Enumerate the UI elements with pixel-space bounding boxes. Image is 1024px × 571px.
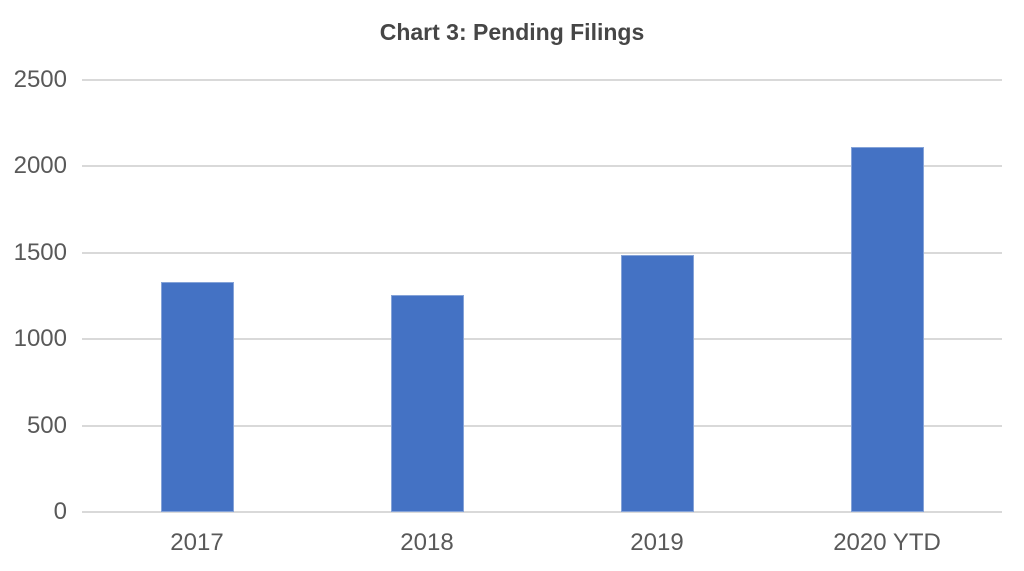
y-tick-label-500: 500 <box>26 411 67 439</box>
y-tick-label-2500: 2500 <box>13 66 67 93</box>
x-tick-label-2019: 2019 <box>630 529 684 556</box>
y-tick-label-2000: 2000 <box>13 152 67 180</box>
gridline-2500 <box>82 79 1002 81</box>
bar-2020-ytd <box>850 146 924 512</box>
plot-area <box>82 79 1002 513</box>
x-tick-label-2017: 2017 <box>170 529 224 556</box>
gridline-0 <box>82 511 1002 513</box>
bar-2019 <box>620 255 694 512</box>
y-tick-label-1000: 1000 <box>13 325 67 353</box>
y-tick-label-0: 0 <box>53 498 67 525</box>
gridline-500 <box>82 424 1002 427</box>
gridline-1500 <box>82 251 1002 254</box>
bar-2018 <box>390 295 464 512</box>
gridline-2000 <box>82 165 1002 168</box>
x-tick-label-2020-ytd: 2020 YTD <box>833 529 941 556</box>
gridline-1000 <box>82 338 1002 341</box>
chart-title: Chart 3: Pending Filings <box>379 19 645 45</box>
y-tick-label-1500: 1500 <box>13 238 67 266</box>
bar-2017 <box>160 282 234 512</box>
x-tick-label-2018: 2018 <box>400 529 454 556</box>
